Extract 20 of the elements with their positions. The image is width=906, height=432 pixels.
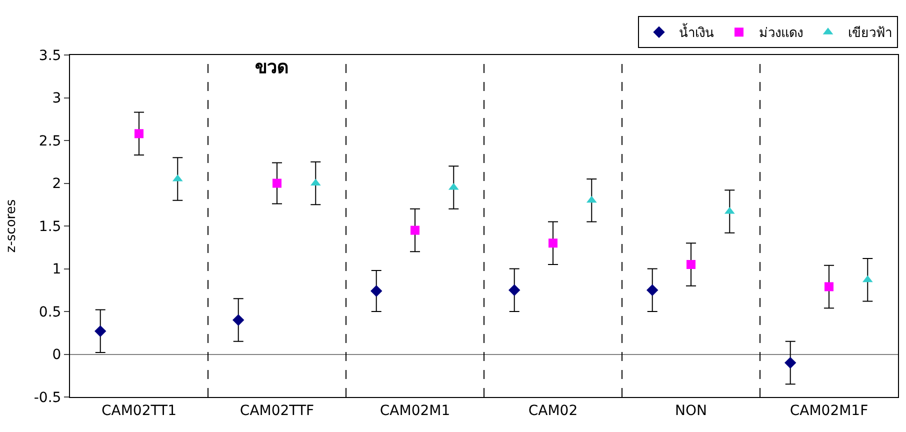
y-axis-title: z-scores [4,199,19,253]
x-tick-label: CAM02TT1 [101,402,177,419]
legend-label: ม่วงแดง [759,26,803,42]
y-tick-label: 0.5 [38,304,62,320]
x-tick-label: CAM02TTF [240,402,314,419]
x-tick-label: CAM02M1F [790,402,868,419]
x-tick-label: CAM02 [528,402,578,419]
legend-label: เขียวฟ้า [848,25,892,42]
y-tick-label: -0.5 [34,390,62,406]
y-tick-label: 3.5 [38,48,62,64]
y-tick-label: 2 [52,176,62,192]
chart-title: ขวด [254,57,289,78]
x-tick-label: NON [675,402,707,419]
y-tick-label: 3 [52,90,62,107]
legend-label: น้ำเงิน [679,23,714,42]
y-tick-label: 1.5 [38,218,62,235]
y-tick-label: 2.5 [38,133,62,150]
y-tick-label: 1 [52,262,62,278]
x-tick-label: CAM02M1 [380,402,450,419]
y-tick-label: 0 [52,347,62,364]
